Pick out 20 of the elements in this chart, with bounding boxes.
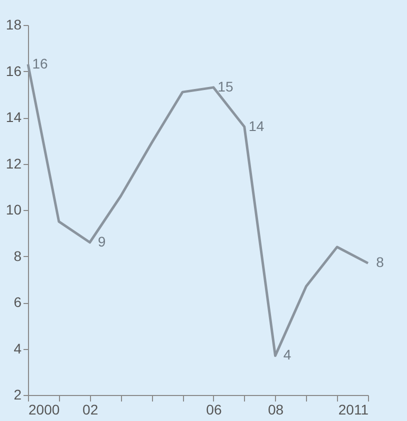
y-tick-label: 2 <box>14 386 22 402</box>
x-tick-label: 2000 <box>28 402 60 418</box>
data-label: 16 <box>32 55 48 72</box>
y-tick-label: 10 <box>6 202 22 218</box>
y-tick-label: 14 <box>6 109 22 125</box>
data-label: 15 <box>218 78 234 94</box>
y-tick-label: 18 <box>6 16 22 32</box>
y-tick-label: 6 <box>14 294 22 310</box>
x-tick-label: 06 <box>206 402 222 418</box>
data-label: 14 <box>248 118 264 134</box>
data-label: 4 <box>283 346 292 363</box>
y-tick-label: 8 <box>14 248 22 264</box>
y-tick-label: 4 <box>14 340 22 356</box>
data-label: 9 <box>98 233 106 250</box>
x-tick-label: 02 <box>82 402 98 418</box>
x-tick-label: 2011 <box>338 402 369 418</box>
data-label: 8 <box>376 254 384 270</box>
y-tick-label: 16 <box>6 62 22 79</box>
y-tick-label: 12 <box>6 155 22 172</box>
x-tick-label: 08 <box>268 402 284 418</box>
